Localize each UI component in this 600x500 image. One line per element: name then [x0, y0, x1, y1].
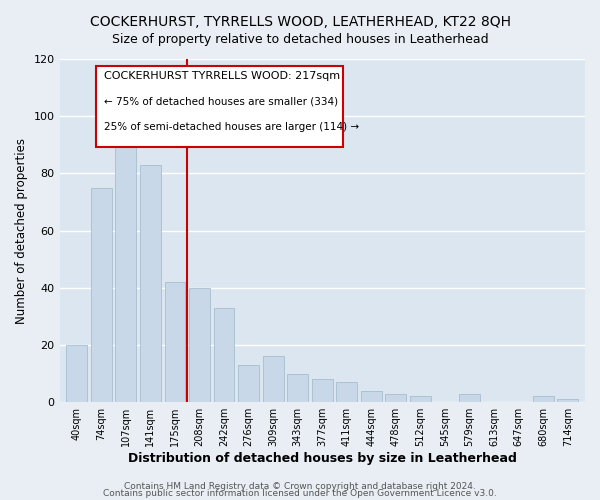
Bar	[533, 396, 554, 402]
Bar	[337, 382, 357, 402]
Bar	[312, 380, 333, 402]
Bar	[459, 394, 480, 402]
Bar	[214, 308, 235, 402]
Text: Contains HM Land Registry data © Crown copyright and database right 2024.: Contains HM Land Registry data © Crown c…	[124, 482, 476, 491]
FancyBboxPatch shape	[97, 66, 343, 146]
Bar	[361, 391, 382, 402]
Bar	[115, 114, 136, 402]
Bar	[91, 188, 112, 402]
Bar	[263, 356, 284, 402]
Bar	[410, 396, 431, 402]
Text: 25% of semi-detached houses are larger (114) →: 25% of semi-detached houses are larger (…	[104, 122, 359, 132]
X-axis label: Distribution of detached houses by size in Leatherhead: Distribution of detached houses by size …	[128, 452, 517, 465]
Bar	[385, 394, 406, 402]
Bar	[287, 374, 308, 402]
Bar	[164, 282, 185, 402]
Text: COCKERHURST TYRRELLS WOOD: 217sqm: COCKERHURST TYRRELLS WOOD: 217sqm	[104, 71, 340, 81]
Text: Size of property relative to detached houses in Leatherhead: Size of property relative to detached ho…	[112, 32, 488, 46]
Bar	[66, 345, 87, 402]
Text: ← 75% of detached houses are smaller (334): ← 75% of detached houses are smaller (33…	[104, 97, 338, 107]
Y-axis label: Number of detached properties: Number of detached properties	[15, 138, 28, 324]
Text: Contains public sector information licensed under the Open Government Licence v3: Contains public sector information licen…	[103, 490, 497, 498]
Bar	[189, 288, 210, 402]
Bar	[140, 165, 161, 402]
Bar	[238, 365, 259, 402]
Bar	[557, 400, 578, 402]
Text: COCKERHURST, TYRRELLS WOOD, LEATHERHEAD, KT22 8QH: COCKERHURST, TYRRELLS WOOD, LEATHERHEAD,…	[89, 15, 511, 29]
